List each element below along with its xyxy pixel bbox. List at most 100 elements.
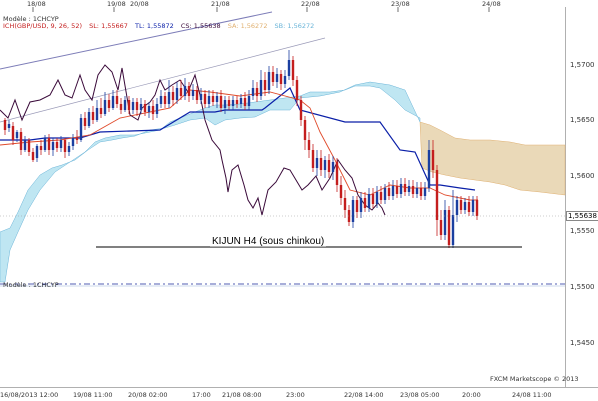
upper-trendline xyxy=(0,11,273,70)
date-label-22-08: 22/08 xyxy=(301,0,320,8)
candle-body xyxy=(135,102,139,110)
candle-body xyxy=(291,60,295,80)
candle-body xyxy=(183,86,187,96)
candle-body xyxy=(247,96,251,106)
candle-body xyxy=(219,96,223,108)
candle-body xyxy=(35,146,39,158)
candle-body xyxy=(331,162,335,172)
candle-body xyxy=(187,86,191,96)
candle-body xyxy=(467,202,471,212)
candle-body xyxy=(399,184,403,194)
candle-body xyxy=(79,118,83,140)
candle-body xyxy=(91,112,95,120)
current-price-tag: 1,55638 xyxy=(566,211,598,221)
candle-body xyxy=(171,92,175,100)
candle-body xyxy=(211,96,215,102)
time-label-3: 17:00 xyxy=(192,391,211,399)
candle-body xyxy=(371,194,375,204)
candle-body xyxy=(139,104,143,110)
candle-body xyxy=(95,108,99,120)
candle-body xyxy=(359,198,363,212)
candle-body xyxy=(227,100,231,106)
candle-body xyxy=(375,192,379,204)
candle-body xyxy=(335,162,339,185)
candle-body xyxy=(459,200,463,210)
candle-body xyxy=(47,138,51,150)
candle-body xyxy=(115,96,119,104)
chikou-line xyxy=(0,64,386,216)
candle-body xyxy=(51,142,55,150)
candle-body xyxy=(167,92,171,104)
candle-body xyxy=(303,120,307,140)
time-label-2: 20/08 02:00 xyxy=(128,391,168,399)
candle-body xyxy=(415,188,419,194)
time-label-7: 23/08 05:00 xyxy=(400,391,440,399)
candle-body xyxy=(451,215,455,245)
candle-body xyxy=(323,160,327,170)
candle-body xyxy=(231,100,235,106)
candle-body xyxy=(271,72,275,82)
candle-body xyxy=(147,106,151,112)
date-label-20-08: 20/08 xyxy=(130,0,149,8)
legend-tl: TL: 1,55872 xyxy=(135,22,174,30)
candle-body xyxy=(387,188,391,196)
candle-body xyxy=(447,210,451,245)
candle-body xyxy=(255,88,259,96)
candle-body xyxy=(199,94,203,100)
candle-body xyxy=(39,146,43,150)
date-label-18-08: 18/08 xyxy=(27,0,46,8)
candle-body xyxy=(71,138,75,146)
candle-body xyxy=(311,150,315,168)
candle-body xyxy=(403,184,407,192)
y-label-15700: 1,5700 xyxy=(570,61,595,69)
brand-label: FXCM Marketscope © 2013 xyxy=(490,375,579,383)
date-label-23-08: 23/08 xyxy=(391,0,410,8)
candle-body xyxy=(275,74,279,82)
indicator-legend: ICH(GBP/USD, 9, 26, 52) SL: 1,55667 TL: … xyxy=(3,22,319,30)
y-label-15450: 1,5450 xyxy=(570,339,595,347)
candle-body xyxy=(259,80,263,96)
candle-body xyxy=(67,146,71,152)
candle-body xyxy=(239,98,243,104)
kumo-cloud-bearish xyxy=(419,121,566,196)
legend-cs: CS: 1,55638 xyxy=(180,22,221,30)
candle-body xyxy=(283,76,287,84)
candle-body xyxy=(263,80,267,90)
candle-body xyxy=(107,100,111,108)
time-axis[interactable] xyxy=(0,387,598,401)
candle-body xyxy=(339,185,343,198)
candle-body xyxy=(111,96,115,108)
candle-body xyxy=(355,200,359,212)
candle-body xyxy=(27,140,31,152)
time-label-9: 24/08 11:00 xyxy=(512,391,552,399)
date-label-19-08: 19/08 xyxy=(107,0,126,8)
candle-body xyxy=(43,138,47,150)
candle-body xyxy=(419,188,423,196)
time-label-1: 19/08 11:00 xyxy=(73,391,113,399)
candle-body xyxy=(411,186,415,194)
candle-body xyxy=(379,192,383,200)
candle-body xyxy=(63,140,67,152)
lower-trendline xyxy=(0,37,326,123)
candle-body xyxy=(15,132,19,138)
y-label-15600: 1,5600 xyxy=(570,172,595,180)
candle-body xyxy=(23,140,27,150)
candle-body xyxy=(427,150,431,188)
time-label-5: 23:00 xyxy=(286,391,305,399)
candle-body xyxy=(11,126,15,140)
candle-body xyxy=(439,220,443,235)
price-chart-pane[interactable] xyxy=(0,7,566,387)
chart-model-label: Modèle : 1CHCYP xyxy=(3,15,59,23)
candle-body xyxy=(155,104,159,114)
candle-body xyxy=(367,194,371,208)
candle-body xyxy=(279,74,283,84)
legend-sb: SB: 1,56272 xyxy=(274,22,315,30)
indicator-name: ICH(GBP/USD, 9, 26, 52) xyxy=(3,22,82,30)
candle-body xyxy=(127,100,131,110)
candle-body xyxy=(407,186,411,192)
candle-body xyxy=(215,96,219,102)
price-axis[interactable] xyxy=(566,7,598,387)
candle-body xyxy=(175,88,179,100)
